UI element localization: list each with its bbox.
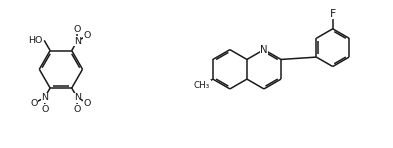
Text: N: N bbox=[260, 45, 268, 55]
Text: O: O bbox=[73, 105, 81, 114]
Text: O: O bbox=[84, 31, 91, 40]
Text: O: O bbox=[84, 99, 91, 108]
Text: CH₃: CH₃ bbox=[194, 81, 210, 90]
Text: N: N bbox=[41, 93, 48, 102]
Text: N: N bbox=[74, 37, 81, 46]
Text: HO: HO bbox=[28, 36, 43, 45]
Text: O: O bbox=[73, 25, 81, 34]
Text: O: O bbox=[31, 99, 38, 108]
Text: N: N bbox=[74, 93, 81, 102]
Text: O: O bbox=[41, 105, 49, 114]
Text: F: F bbox=[330, 9, 336, 19]
